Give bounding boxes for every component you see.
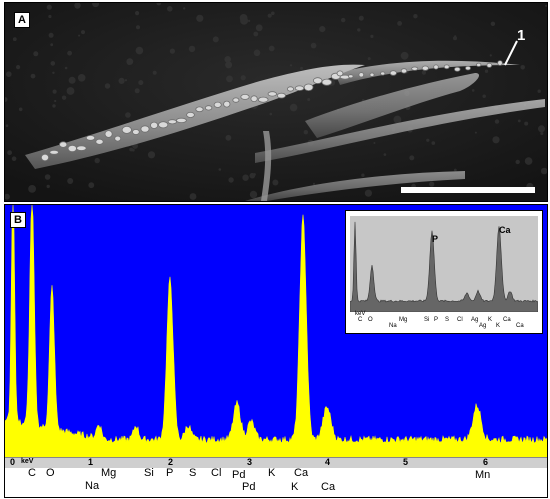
inset-label-mg: Mg bbox=[399, 317, 408, 323]
inset-label-ag-2: Ag bbox=[479, 323, 487, 329]
element-label-mn: Mn bbox=[475, 469, 491, 481]
pointer-line bbox=[504, 40, 518, 66]
element-label-o: O bbox=[46, 467, 55, 479]
inset-peak-label-ca: Ca bbox=[499, 225, 511, 235]
inset-label-ag: Ag bbox=[471, 317, 479, 323]
inset-spectrum-trace bbox=[349, 221, 539, 313]
inset-label-ca: Ca bbox=[503, 317, 511, 323]
spectrum-svg bbox=[5, 205, 547, 458]
inset-label-ca-2: Ca bbox=[516, 323, 524, 329]
scale-bar bbox=[401, 187, 535, 193]
element-label-pd: Pd bbox=[232, 469, 246, 481]
element-label-s: S bbox=[189, 467, 197, 479]
element-label-k: K bbox=[268, 467, 276, 479]
element-label-si: Si bbox=[144, 467, 154, 479]
element-label-k-2: K bbox=[291, 481, 299, 493]
spectrum-trace bbox=[5, 205, 547, 458]
inset-label-si: Si bbox=[424, 317, 430, 323]
pointer-label: 1 bbox=[517, 27, 526, 44]
axis-unit-label: keV bbox=[21, 458, 34, 465]
edx-spectrum-panel: 0 keV 1 2 3 4 5 6 C O Mg Si P S Cl Pd K … bbox=[4, 204, 548, 498]
element-label-na: Na bbox=[85, 480, 100, 492]
inset-label-s: S bbox=[445, 317, 450, 323]
element-label-ca: Ca bbox=[294, 467, 309, 479]
element-label-mg: Mg bbox=[101, 467, 117, 479]
element-label-pd-2: Pd bbox=[242, 481, 256, 493]
axis-tick-5: 5 bbox=[403, 457, 409, 467]
element-label-cl: Cl bbox=[211, 467, 222, 479]
sem-micrograph-panel: A 1 bbox=[4, 2, 548, 202]
axis-tick-4: 4 bbox=[325, 457, 331, 467]
element-label-c: C bbox=[28, 467, 36, 479]
inset-axis-unit: keV bbox=[355, 311, 366, 317]
energy-axis-bar bbox=[5, 457, 547, 468]
inset-label-o: O bbox=[368, 317, 373, 323]
panel-label-b: B bbox=[10, 212, 26, 228]
element-label-p: P bbox=[166, 467, 174, 479]
inset-spectrum: P Ca keV C O Na Mg Si P S Cl Ag Ag K K C… bbox=[345, 210, 543, 334]
inset-label-k-2: K bbox=[496, 323, 501, 329]
axis-tick-6: 6 bbox=[483, 457, 489, 467]
axis-tick-0: 0 bbox=[10, 457, 16, 467]
axis-tick-1: 1 bbox=[88, 457, 94, 467]
inset-label-p: P bbox=[434, 317, 439, 323]
inset-label-na: Na bbox=[389, 323, 397, 329]
inset-svg bbox=[349, 221, 539, 313]
sem-image bbox=[5, 3, 547, 201]
inset-peak-label-p: P bbox=[432, 234, 439, 244]
axis-tick-3: 3 bbox=[247, 457, 253, 467]
panel-label-a: A bbox=[14, 12, 30, 28]
inset-label-cl: Cl bbox=[457, 317, 463, 323]
element-label-ca-2: Ca bbox=[321, 481, 336, 493]
inset-label-c: C bbox=[358, 317, 363, 323]
axis-tick-2: 2 bbox=[168, 457, 174, 467]
inset-plot-area bbox=[349, 216, 539, 313]
inset-label-k: K bbox=[488, 317, 493, 323]
